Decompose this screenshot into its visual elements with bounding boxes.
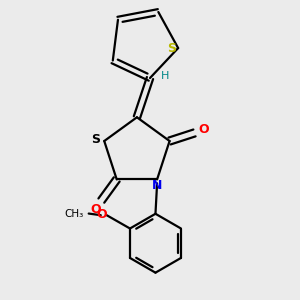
Text: O: O <box>90 203 101 216</box>
Text: CH₃: CH₃ <box>64 208 84 219</box>
Text: H: H <box>160 71 169 81</box>
Text: S: S <box>91 133 100 146</box>
Text: N: N <box>152 179 162 192</box>
Text: S: S <box>167 42 176 55</box>
Text: O: O <box>97 208 107 221</box>
Text: O: O <box>199 123 209 136</box>
